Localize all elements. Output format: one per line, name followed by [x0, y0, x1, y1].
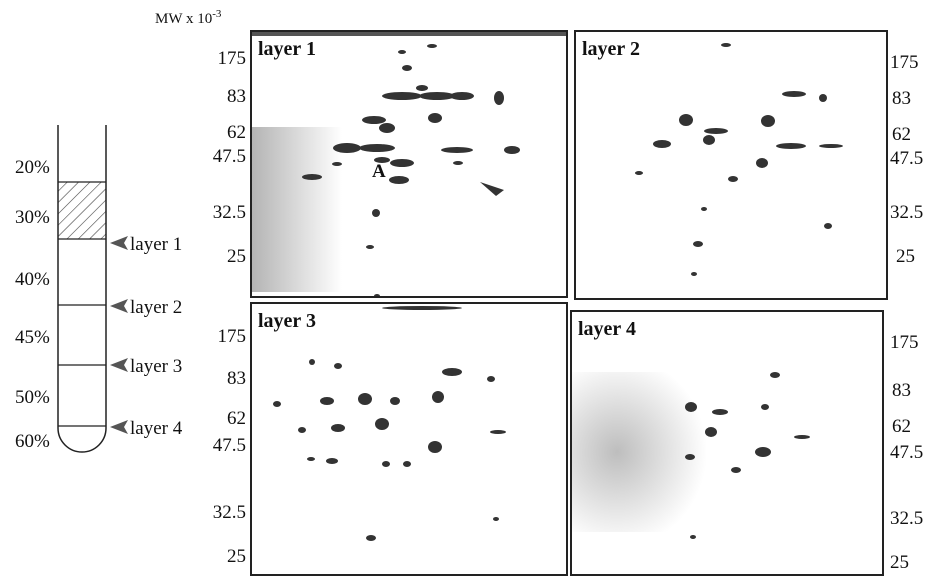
mw-header-text: MW x 10: [155, 11, 213, 27]
mw-tick: 62: [892, 124, 911, 145]
mw-tick: 47.5: [212, 435, 246, 456]
mw-tick: 32.5: [212, 502, 246, 523]
gel-title: layer 3: [258, 310, 316, 332]
gel-title: layer 1: [258, 38, 316, 60]
gel-title: layer 2: [582, 38, 640, 60]
mw-tick: 47.5: [212, 146, 246, 167]
percent-label: 50%: [15, 387, 50, 408]
mw-tick: 62: [892, 416, 911, 437]
mw-tick: 47.5: [890, 442, 924, 463]
mw-tick: 83: [227, 86, 246, 107]
percent-label: 30%: [15, 207, 50, 228]
tube-outline: [57, 125, 107, 453]
layer-arrow-label: layer 1: [130, 234, 183, 255]
mw-tick: 32.5: [890, 202, 924, 223]
tube-svg: [57, 125, 128, 453]
mw-tick: 32.5: [212, 202, 246, 223]
arrow-icon: [110, 236, 128, 250]
mw-axis-header: MW x 10-3: [155, 8, 221, 28]
mw-header-exponent: -3: [212, 8, 222, 20]
mw-tick: 25: [896, 246, 915, 267]
gel-panel-layer-2: layer 2: [574, 30, 888, 300]
hatched-sample-band: [58, 182, 106, 239]
mw-tick: 175: [890, 52, 919, 73]
spot-marker-A: A: [372, 161, 386, 182]
mw-tick: 83: [892, 380, 911, 401]
mw-tick: 47.5: [890, 148, 924, 169]
mw-tick: 175: [217, 326, 247, 347]
percent-label: 40%: [15, 269, 50, 290]
layer-arrow-label: layer 2: [130, 297, 183, 318]
percent-label: 20%: [15, 157, 50, 178]
arrow-icon: [110, 299, 128, 313]
percent-label: 60%: [15, 431, 50, 452]
gel-panel-layer-4: layer 4: [570, 310, 884, 576]
layer-arrows: [110, 236, 128, 434]
gel-spots-svg: [252, 32, 566, 296]
arrow-icon: [110, 420, 128, 434]
mw-tick: 25: [227, 546, 246, 567]
mw-tick: 62: [227, 122, 246, 143]
gel-spots-svg: [273, 306, 506, 541]
mw-tick: 83: [227, 368, 246, 389]
mw-tick: 62: [227, 408, 246, 429]
gel-panel-layer-1: layer 1 A: [250, 30, 568, 298]
layer-arrow-label: layer 3: [130, 356, 183, 377]
layer-arrow-label: layer 4: [130, 418, 183, 439]
gel-panel-layer-3: layer 3: [250, 302, 568, 576]
mw-tick: 83: [892, 88, 911, 109]
gel-spots-svg: [572, 372, 810, 539]
mw-tick: 25: [227, 246, 246, 267]
gel-spots-svg: [635, 43, 843, 276]
mw-tick: 32.5: [890, 508, 924, 529]
mw-tick: 25: [890, 552, 909, 573]
percent-label: 45%: [15, 327, 50, 348]
mw-tick: 175: [217, 48, 247, 69]
mw-tick: 175: [890, 332, 919, 353]
arrow-icon: [110, 358, 128, 372]
gel-title: layer 4: [578, 318, 636, 340]
